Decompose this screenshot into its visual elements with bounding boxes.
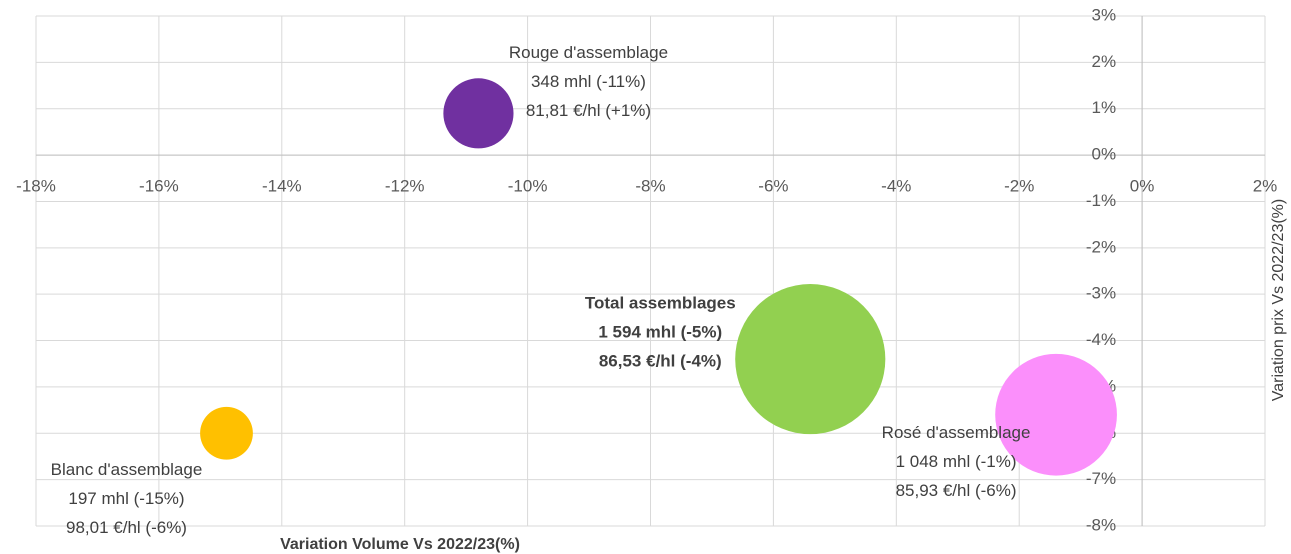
y-axis-title: Variation prix Vs 2022/23(%): [1270, 199, 1287, 401]
data-label: Blanc d'assemblage: [51, 460, 203, 479]
x-tick-label: -12%: [385, 177, 425, 196]
y-tick-label: 3%: [1092, 5, 1117, 24]
data-label: 98,01 €/hl (-6%): [66, 518, 187, 537]
bubble: [735, 284, 886, 435]
bubble: [443, 78, 514, 149]
bubble: [200, 406, 253, 460]
data-label: 197 mhl (-15%): [68, 489, 184, 508]
data-label: 86,53 €/hl (-4%): [599, 352, 722, 371]
data-label: 85,93 €/hl (-6%): [896, 481, 1017, 500]
y-tick-label: 2%: [1092, 52, 1117, 71]
x-tick-label: -8%: [635, 177, 665, 196]
x-tick-label: -6%: [758, 177, 788, 196]
data-label: 1 048 mhl (-1%): [896, 452, 1017, 471]
y-tick-label: -4%: [1086, 330, 1116, 349]
y-tick-label: 1%: [1092, 98, 1117, 117]
data-label: Total assemblages: [585, 294, 736, 313]
x-tick-label: -4%: [881, 177, 911, 196]
y-tick-label: 0%: [1092, 145, 1117, 164]
y-tick-label: -2%: [1086, 237, 1116, 256]
data-label: 81,81 €/hl (+1%): [526, 101, 651, 120]
x-tick-label: -16%: [139, 177, 179, 196]
x-tick-label: 0%: [1130, 177, 1155, 196]
bubble: [995, 353, 1117, 476]
x-axis-title: Variation Volume Vs 2022/23(%): [280, 536, 520, 553]
y-tick-label: -3%: [1086, 284, 1116, 303]
y-tick-label: -8%: [1086, 515, 1116, 534]
x-tick-label: 2%: [1253, 177, 1278, 196]
x-tick-label: -14%: [262, 177, 302, 196]
x-tick-label: -2%: [1004, 177, 1034, 196]
x-tick-label: -10%: [508, 177, 548, 196]
y-tick-label: -1%: [1086, 191, 1116, 210]
data-label: Rouge d'assemblage: [509, 43, 668, 62]
data-label: 348 mhl (-11%): [531, 72, 646, 91]
y-tick-label: -7%: [1086, 469, 1116, 488]
data-label: 1 594 mhl (-5%): [598, 323, 722, 342]
x-tick-label: -18%: [16, 177, 56, 196]
data-label: Rosé d'assemblage: [882, 423, 1031, 442]
